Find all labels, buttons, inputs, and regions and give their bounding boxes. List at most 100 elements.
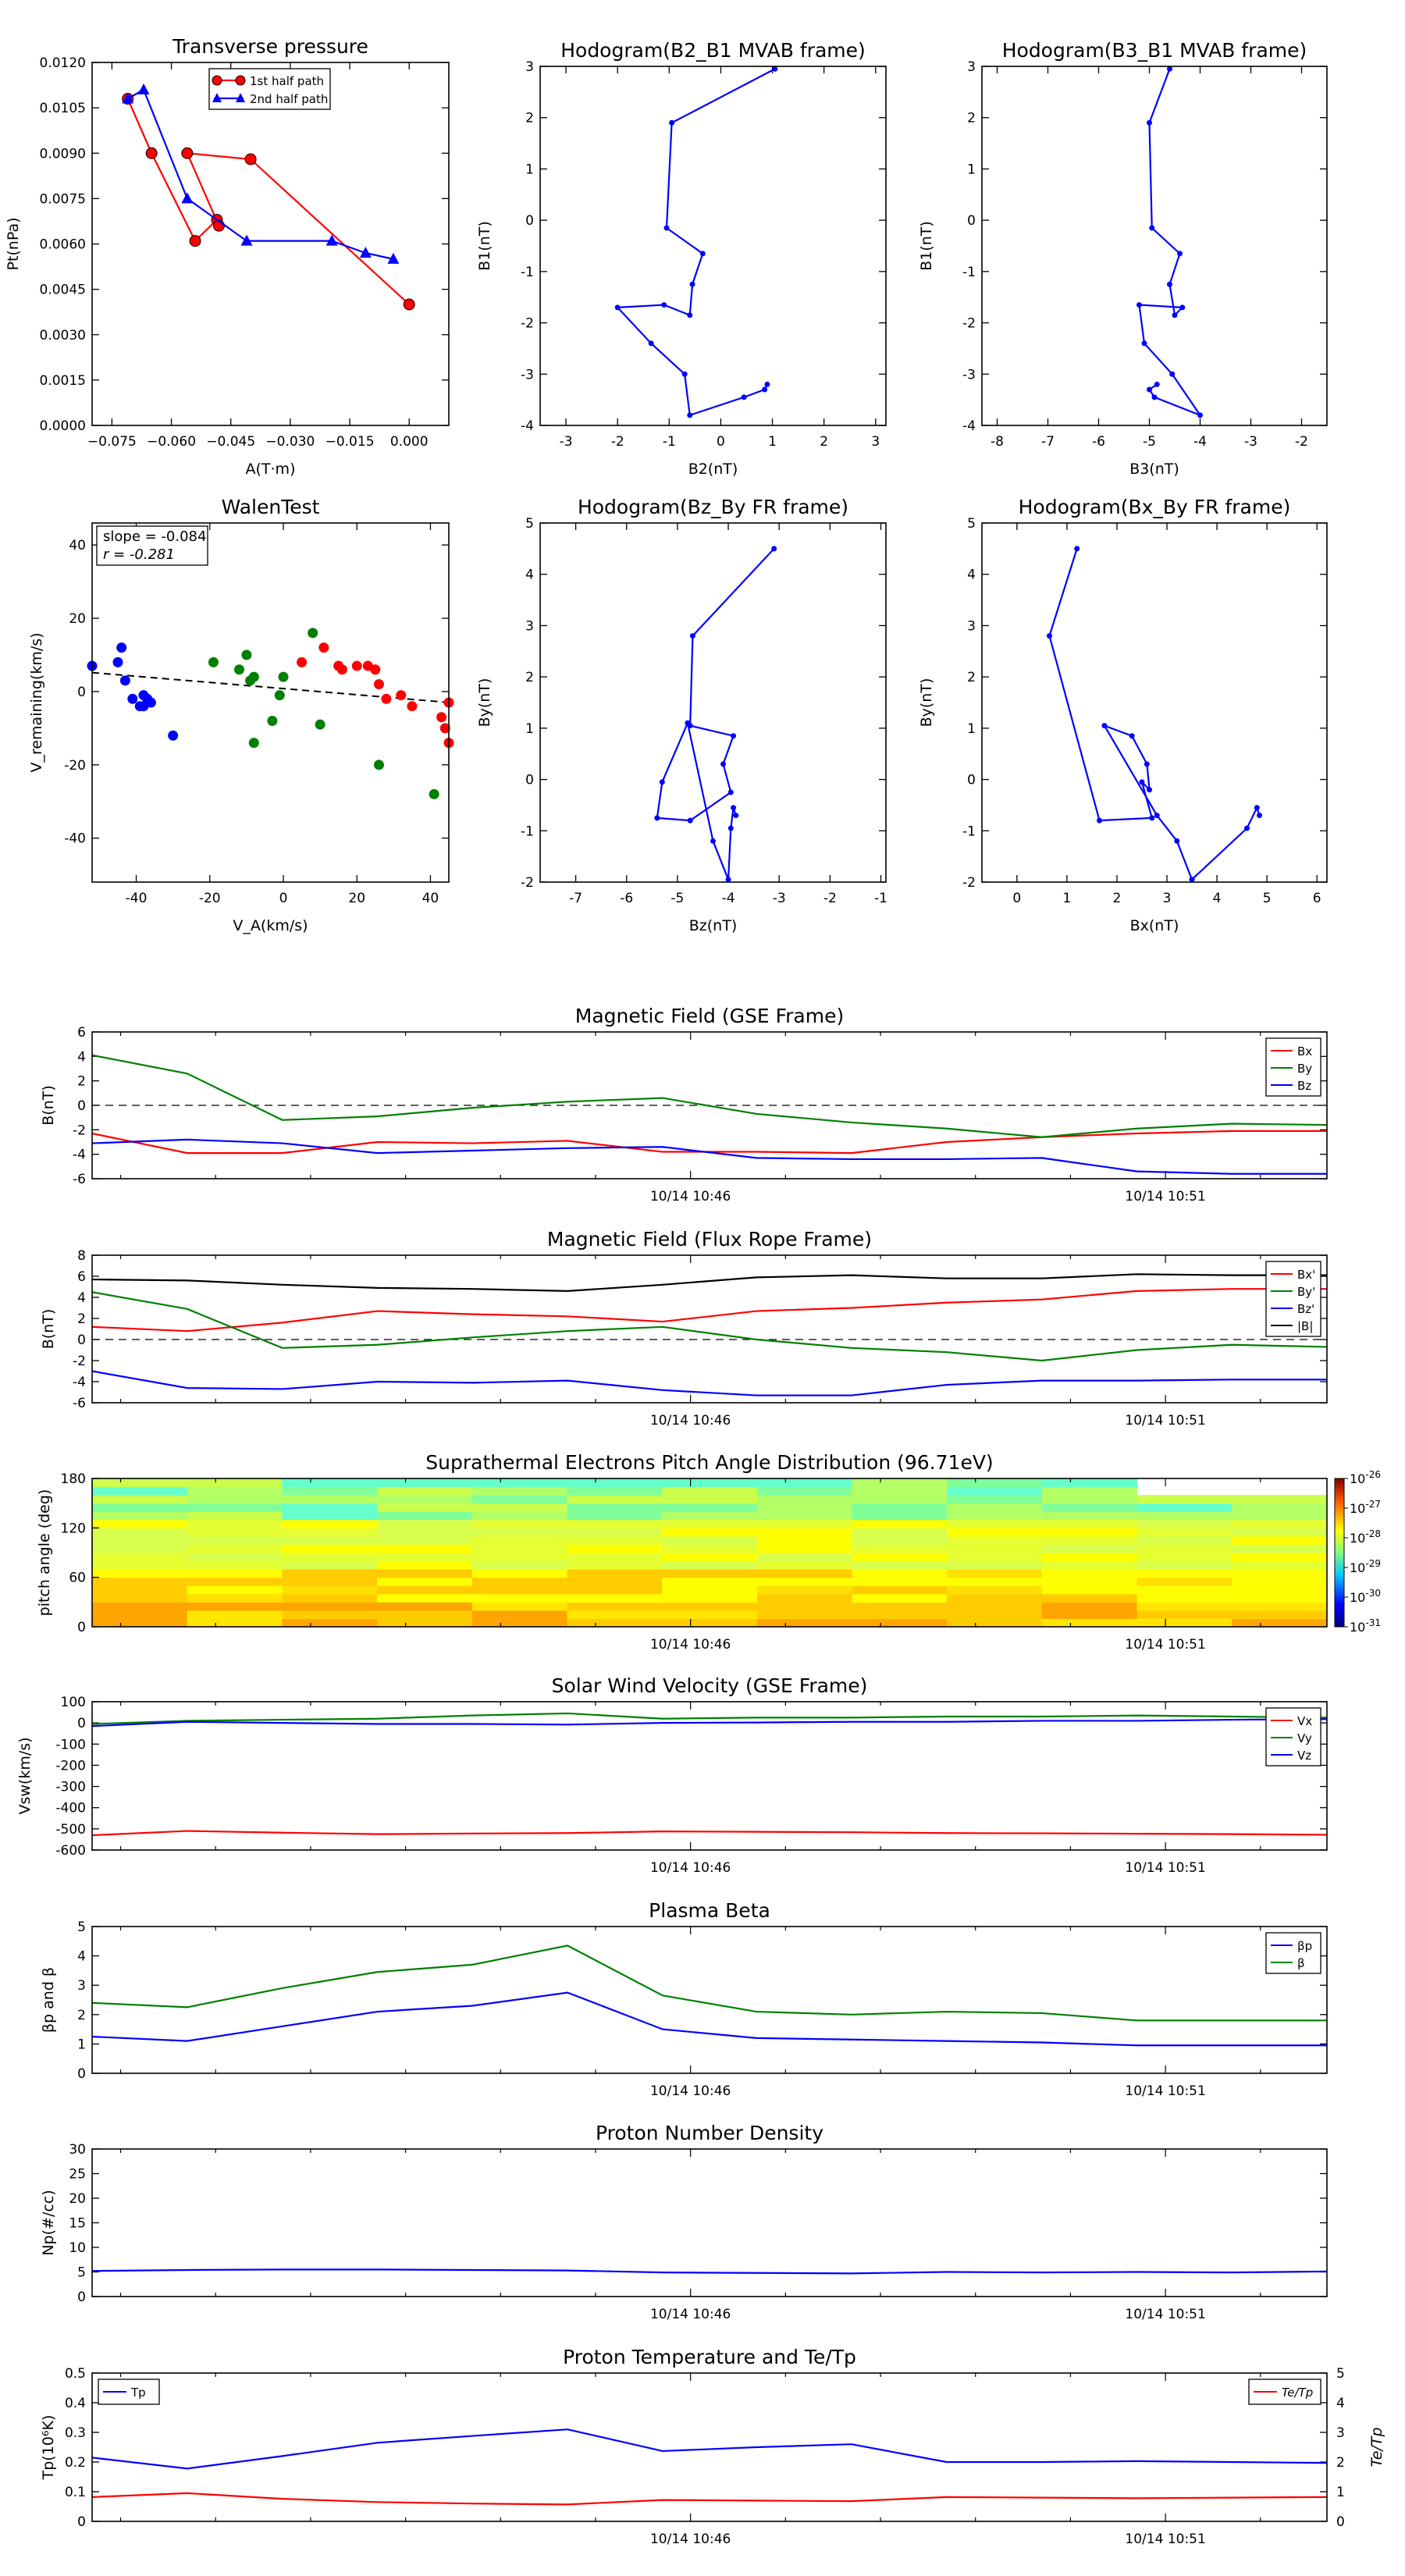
heatmap-cell xyxy=(282,1528,378,1537)
heatmap-cell xyxy=(567,1535,663,1545)
legend-label: 1st half path xyxy=(250,74,324,88)
series-line-1 xyxy=(91,2492,1328,2506)
heatmap-cell xyxy=(1136,1511,1232,1521)
heatmap-cell xyxy=(1136,1585,1232,1595)
heatmap-cell xyxy=(187,1593,283,1603)
heatmap-cell xyxy=(187,1618,283,1628)
scatter-point-green xyxy=(278,671,289,682)
heatmap-cell xyxy=(662,1528,758,1537)
heatmap-cell xyxy=(1232,1569,1328,1578)
heatmap-cell xyxy=(282,1519,378,1528)
scatter-point-blue xyxy=(119,675,130,686)
heatmap-cell xyxy=(662,1593,758,1603)
x-tick-label: −0.045 xyxy=(206,434,255,450)
heatmap-cell xyxy=(567,1560,663,1570)
y-tick-label: 0.3 xyxy=(65,2425,86,2441)
y-tick-label: 4 xyxy=(77,1949,86,1965)
heatmap-cell xyxy=(92,1593,188,1603)
scatter-point-blue xyxy=(112,656,123,667)
x-tick-label: -7 xyxy=(1041,434,1055,450)
heatmap-cell xyxy=(187,1544,283,1553)
marker-dot xyxy=(727,825,734,831)
scatter-point-green xyxy=(233,664,244,675)
colorbar-exponent: -28 xyxy=(1365,1528,1381,1539)
heatmap-cell xyxy=(852,1519,948,1528)
heatmap-cell xyxy=(1136,1593,1232,1603)
heatmap-cell xyxy=(187,1585,283,1595)
y-tick-label: 1 xyxy=(525,162,534,177)
y-tick-label: 3 xyxy=(967,618,976,634)
heatmap-cell xyxy=(567,1528,663,1537)
y-tick-label: -40 xyxy=(64,831,86,847)
heatmap-cell xyxy=(377,1544,473,1553)
r-annotation: r = -0.281 xyxy=(103,546,175,563)
colorbar-base: 10 xyxy=(1350,1471,1365,1486)
heatmap-cell xyxy=(852,1495,948,1504)
y-axis-label: V_remaining(km/s) xyxy=(28,632,45,772)
y-tick-label: 0.2 xyxy=(65,2455,86,2471)
marker-dot xyxy=(1189,877,1195,883)
marker-dot xyxy=(720,761,727,767)
heatmap-cell xyxy=(947,1602,1043,1611)
heatmap-cell xyxy=(947,1495,1043,1504)
heatmap-cell xyxy=(282,1585,378,1595)
heatmap-cell xyxy=(567,1511,663,1521)
heatmap-cell xyxy=(567,1618,663,1628)
y-tick-label: 1 xyxy=(77,2037,86,2052)
marker-dot xyxy=(1101,723,1108,729)
series-line-1 xyxy=(91,1054,1328,1138)
scatter-point-blue xyxy=(168,730,179,741)
heatmap-cell xyxy=(1232,1610,1328,1619)
y-tick-label: -4 xyxy=(73,1375,86,1390)
marker-dot xyxy=(1174,838,1180,844)
legend-label: Vy xyxy=(1297,1731,1312,1745)
marker-dot xyxy=(1151,394,1158,400)
heatmap-cell xyxy=(852,1585,948,1595)
heatmap-cell xyxy=(377,1528,473,1537)
heatmap-cell xyxy=(852,1503,948,1512)
colorbar xyxy=(1334,1478,1345,1628)
heatmap-cell xyxy=(852,1593,948,1603)
series-line xyxy=(1048,548,1261,881)
marker-dot xyxy=(1177,251,1183,257)
x-tick-label: -20 xyxy=(199,891,221,906)
scatter-point-red xyxy=(396,690,407,701)
legend-label: Bx' xyxy=(1297,1268,1315,1282)
scatter-point-blue xyxy=(138,690,149,701)
heatmap-cell xyxy=(282,1610,378,1619)
heatmap-cell xyxy=(1136,1553,1232,1562)
marker-dot xyxy=(659,779,665,785)
y-tick-label: 0 xyxy=(77,2066,86,2082)
heatmap-cell xyxy=(92,1577,188,1586)
heatmap-cell xyxy=(662,1486,758,1496)
heatmap-cell xyxy=(567,1519,663,1528)
x-tick-label: -1 xyxy=(874,891,887,906)
heatmap-cell xyxy=(1136,1535,1232,1545)
heatmap-cell xyxy=(852,1618,948,1628)
heatmap-cell xyxy=(92,1511,188,1521)
y-tick-label: 5 xyxy=(77,2265,86,2281)
y-axis-label: Tp(10⁶K) xyxy=(40,2415,57,2481)
legend-label: Te/Tp xyxy=(1282,2386,1313,2400)
heatmap-cell xyxy=(1232,1544,1328,1553)
heatmap-cell xyxy=(567,1569,663,1578)
x-axis-label: B2(nT) xyxy=(688,461,738,478)
scatter-point-green xyxy=(373,760,384,770)
scatter-point-red xyxy=(407,701,418,712)
heatmap-cell xyxy=(187,1610,283,1619)
y-tick-label: -1 xyxy=(962,824,976,839)
heatmap-cell xyxy=(852,1535,948,1545)
heatmap-cell xyxy=(947,1618,1043,1628)
heatmap-cell xyxy=(947,1528,1043,1537)
heatmap-cell xyxy=(471,1610,567,1619)
marker-dot xyxy=(681,371,688,377)
heatmap-cell xyxy=(471,1528,567,1537)
heatmap-cell xyxy=(662,1577,758,1586)
heatmap-cell xyxy=(662,1535,758,1545)
heatmap-cell xyxy=(567,1478,663,1488)
x-tick-label: −0.015 xyxy=(325,434,375,450)
y-tick-label: 0.0090 xyxy=(40,146,86,162)
y-tick-label: 0.0060 xyxy=(40,237,86,253)
colorbar-base: 10 xyxy=(1350,1531,1365,1546)
marker-dot xyxy=(1144,761,1150,767)
